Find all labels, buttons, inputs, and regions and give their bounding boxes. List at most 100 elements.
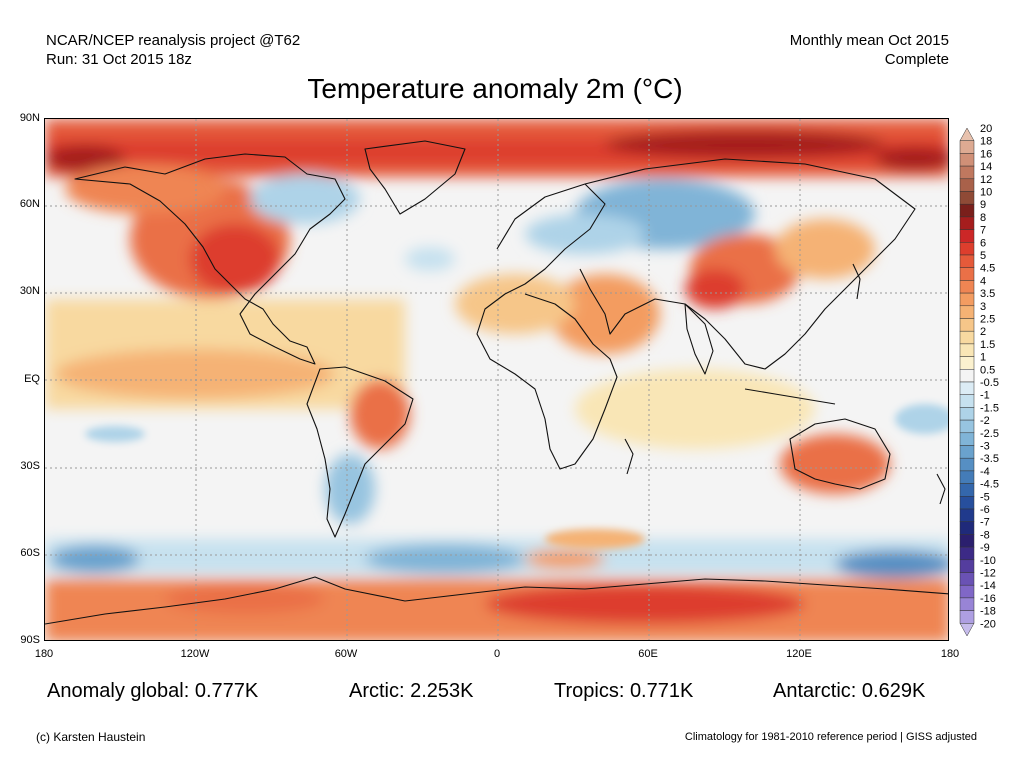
legend-swatch <box>959 254 975 268</box>
lon-label-120w: 120W <box>180 648 210 660</box>
legend-swatch <box>959 394 975 408</box>
lat-label-eq: EQ <box>24 373 40 385</box>
legend-swatch <box>959 546 975 561</box>
source-info: NCAR/NCEP reanalysis project @T62 Run: 3… <box>46 31 300 69</box>
legend-label: 14 <box>980 161 992 173</box>
legend-swatch <box>959 165 975 180</box>
legend-label: 18 <box>980 136 992 148</box>
legend-swatch <box>959 242 975 256</box>
legend-swatch <box>959 610 975 624</box>
legend-swatch <box>959 445 975 459</box>
anomaly-stats: Anomaly global: 0.777K Arctic: 2.253K Tr… <box>0 680 1024 706</box>
legend-swatch <box>959 432 975 446</box>
legend-label: -18 <box>980 606 996 618</box>
legend-swatch <box>959 216 975 230</box>
graticule <box>45 119 948 640</box>
legend-label: 12 <box>980 174 992 186</box>
legend-label: 9 <box>980 199 986 211</box>
lat-label-90n: 90N <box>19 112 40 124</box>
small-anomaly-features <box>85 404 948 549</box>
legend-swatch <box>959 584 975 599</box>
tropics-anomaly: Tropics: 0.771K <box>554 680 694 702</box>
anomaly-fields <box>45 119 948 640</box>
lon-label-60w: 60W <box>334 648 358 660</box>
legend-label: 10 <box>980 187 992 199</box>
legend-swatch <box>959 470 975 484</box>
reference-note: Climatology for 1981-2010 reference peri… <box>684 731 977 743</box>
source-line-1: NCAR/NCEP reanalysis project @T62 <box>46 32 301 49</box>
period-line-2: Complete <box>884 51 949 68</box>
credit: (c) Karsten Haustein <box>36 730 146 744</box>
legend-swatch <box>959 483 975 497</box>
legend-label: -10 <box>980 555 996 567</box>
lat-label-30n: 30N <box>19 285 40 297</box>
legend-swatch <box>959 508 975 522</box>
legend-label: -7 <box>980 517 990 529</box>
coastlines <box>45 140 948 625</box>
legend-swatch <box>959 127 975 141</box>
lat-label-60n: 60N <box>19 198 40 210</box>
legend-label: -14 <box>980 580 996 592</box>
legend-swatch <box>959 521 975 535</box>
legend-swatch <box>959 559 975 573</box>
period-info: Monthly mean Oct 2015 Complete <box>790 31 949 69</box>
legend-swatch <box>959 280 975 294</box>
legend-label: 3.5 <box>980 288 995 300</box>
arctic-anomaly: Arctic: 2.253K <box>349 680 474 702</box>
legend-label: -4 <box>980 466 990 478</box>
legend-label: 1 <box>980 352 986 364</box>
source-line-2: Run: 31 Oct 2015 18z <box>46 51 192 68</box>
legend-label: 2.5 <box>980 314 995 326</box>
legend-swatch <box>959 267 975 281</box>
legend-swatch <box>959 623 975 637</box>
legend-swatch <box>959 330 975 345</box>
legend-swatch <box>959 369 975 383</box>
lon-label-180e: 180 <box>940 648 960 660</box>
lat-label-90s: 90S <box>20 634 40 646</box>
lon-label-180w: 180 <box>34 648 54 660</box>
legend-swatch <box>959 203 975 218</box>
legend-swatch <box>959 419 975 434</box>
legend-label: -8 <box>980 529 990 541</box>
legend-label: -3.5 <box>980 453 999 465</box>
legend-label: 6 <box>980 237 986 249</box>
legend-label: -2.5 <box>980 428 999 440</box>
legend-swatch <box>959 496 975 510</box>
legend-swatch <box>959 534 975 548</box>
lat-label-30s: 30S <box>20 460 40 472</box>
legend-label: 20 <box>980 123 992 135</box>
global-anomaly: Anomaly global: 0.777K <box>47 680 259 702</box>
legend-label: -1 <box>980 390 990 402</box>
legend-swatch <box>959 356 975 370</box>
legend-swatch <box>959 292 975 307</box>
legend-swatch <box>959 457 975 472</box>
legend-label: -1.5 <box>980 402 999 414</box>
legend-label: 16 <box>980 148 992 160</box>
legend-swatch <box>959 318 975 332</box>
legend-label: -0.5 <box>980 377 999 389</box>
legend-swatch <box>959 343 975 357</box>
legend-label: -9 <box>980 542 990 554</box>
legend-swatch <box>959 597 975 611</box>
legend-swatch <box>959 178 975 192</box>
legend-label: 1.5 <box>980 339 995 351</box>
color-legend-graphic: 201816141210987654.543.532.521.510.5-0.5… <box>959 123 999 637</box>
legend-swatch <box>959 381 975 395</box>
legend-label: -4.5 <box>980 479 999 491</box>
legend-label: -2 <box>980 415 990 427</box>
legend-swatch <box>959 572 975 586</box>
legend-swatch <box>959 229 975 243</box>
lon-label-0: 0 <box>493 648 501 660</box>
legend-swatch <box>959 140 975 154</box>
legend-label: 8 <box>980 212 986 224</box>
legend-label: -16 <box>980 593 996 605</box>
legend-label: 2 <box>980 326 986 338</box>
legend-swatch <box>959 305 975 319</box>
legend-label: -5 <box>980 491 990 503</box>
legend-label: 4 <box>980 275 986 287</box>
legend-label: 3 <box>980 301 986 313</box>
map-title: Temperature anomaly 2m (°C) <box>307 73 683 104</box>
anomaly-map-graphic <box>45 119 948 640</box>
lat-label-60s: 60S <box>20 547 40 559</box>
legend-label: -6 <box>980 504 990 516</box>
